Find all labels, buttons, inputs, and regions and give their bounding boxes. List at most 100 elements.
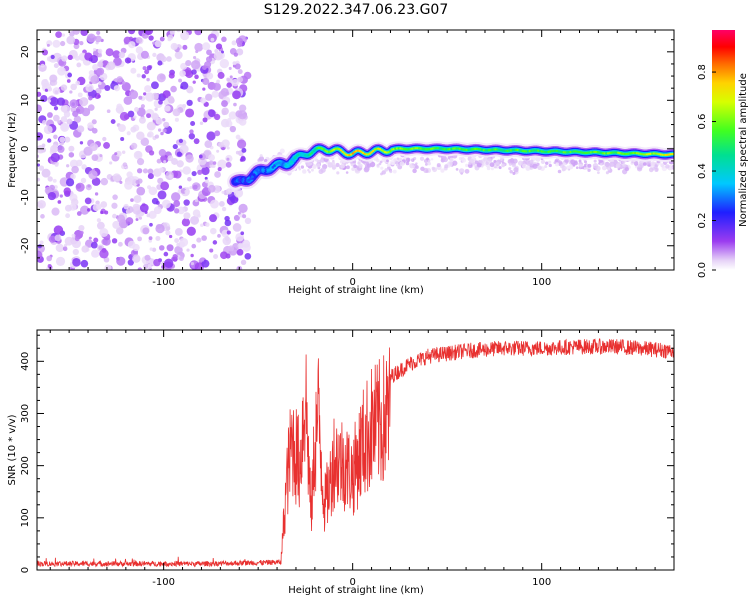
spectrogram-speckle <box>517 160 524 166</box>
spectrogram-noise-blob <box>128 175 135 181</box>
spectrogram-noise-blob <box>225 188 233 195</box>
spectrogram-noise-blob <box>100 210 104 215</box>
spectrogram-noise-blob <box>236 48 244 56</box>
colorbar-tick-label: 0.6 <box>697 114 708 130</box>
spectrogram-speckle <box>316 163 321 168</box>
spectrogram-noise-blob <box>216 149 220 153</box>
spectrogram-speckle <box>430 158 434 161</box>
spectrogram-noise-blob <box>37 177 41 182</box>
spectrogram-noise-blob <box>155 117 163 125</box>
spectrogram-noise-blob <box>96 218 101 223</box>
spectrogram-noise-blob <box>161 265 165 269</box>
spectrogram-speckle <box>345 171 349 174</box>
spectrogram-noise-blob <box>218 200 225 207</box>
spectrogram-speckle <box>399 161 405 167</box>
spectrogram-noise-blob <box>135 179 140 185</box>
spectrogram-noise-blob <box>59 194 63 198</box>
spectrogram-noise-blob <box>167 95 175 103</box>
spectrogram-noise-blob <box>99 228 109 237</box>
spectrogram-noise-blob <box>97 53 103 58</box>
spectrogram-noise-blob <box>75 159 83 167</box>
spectrogram-noise-blob <box>204 176 208 180</box>
spectrogram-speckle <box>604 161 610 167</box>
spectrogram-noise-blob <box>174 117 179 122</box>
spectrogram-noise-blob <box>90 75 100 85</box>
spectrogram-speckle <box>431 166 435 170</box>
spectrogram-noise-blob <box>171 158 178 165</box>
spectrogram-ridge <box>351 152 355 155</box>
spectrogram-noise-blob <box>84 52 93 61</box>
spectrogram-xlabel: Height of straight line (km) <box>288 285 424 296</box>
spectrogram-noise-blob <box>127 30 136 35</box>
spectrogram-noise-blob <box>91 154 99 161</box>
spectrogram-speckle <box>442 156 448 163</box>
spectrogram-noise-blob <box>211 90 219 98</box>
spectrogram-noise-blob <box>122 162 128 167</box>
spectrogram-noise-blob <box>143 264 149 270</box>
spectrogram-noise-blob <box>214 171 221 178</box>
spectrogram-noise-blob <box>59 136 66 143</box>
spectrogram-noise-blob <box>206 131 216 141</box>
spectrogram-noise-blob <box>56 119 61 124</box>
spectrogram-noise-blob <box>75 182 85 192</box>
spectrogram-ridge <box>251 175 254 179</box>
spectrogram-noise-blob <box>228 66 232 70</box>
spectrogram-noise-blob <box>136 186 146 196</box>
spectrogram-noise-blob <box>146 65 152 71</box>
spectrogram-speckle <box>593 159 597 163</box>
spectrogram-noise-blob <box>66 118 73 125</box>
spectrogram-speckle <box>545 161 549 165</box>
spectrogram-noise-blob <box>103 256 110 263</box>
spectrogram-noise-blob <box>158 167 164 173</box>
spectrogram-noise-blob <box>53 134 58 140</box>
spectrogram-noise-blob <box>158 149 167 157</box>
spectrogram-speckle <box>587 163 592 168</box>
spectrogram-ridge <box>414 147 417 150</box>
spectrogram-noise-blob <box>119 180 123 184</box>
spectrogram-speckle <box>469 158 474 163</box>
spectrogram-noise-blob <box>221 100 228 107</box>
spectrogram-noise-blob <box>206 72 214 80</box>
spectrogram-speckle <box>605 171 609 175</box>
spectrogram-noise-blob <box>235 134 241 140</box>
spectrogram-noise-blob <box>196 237 202 243</box>
spectrogram-noise-blob <box>170 85 177 93</box>
spectrogram-speckle <box>365 166 370 172</box>
spectrogram-noise-blob <box>81 245 89 253</box>
spectrogram-noise-blob <box>181 218 191 227</box>
spectrogram-ridge <box>370 151 373 154</box>
spectrogram-noise-blob <box>64 136 71 143</box>
spectrogram-speckle <box>596 171 600 175</box>
spectrogram-speckle <box>346 165 350 170</box>
spectrogram-noise-blob <box>68 152 75 158</box>
spectrogram-speckle <box>624 167 629 172</box>
spectrogram-noise-blob <box>135 46 144 54</box>
spectrogram-noise-blob <box>160 154 169 164</box>
spectrogram-noise-blob <box>222 236 232 246</box>
spectrogram-noise-blob <box>70 173 76 180</box>
spectrogram-speckle <box>585 166 589 170</box>
spectrogram-noise-blob <box>192 80 196 84</box>
spectrogram-noise-blob <box>88 70 95 76</box>
spectrogram-noise-blob <box>233 188 244 198</box>
snr-xtick-label: 100 <box>532 577 551 588</box>
spectrogram-noise-blob <box>177 206 185 215</box>
colorbar-tick-label: 0.2 <box>697 213 708 229</box>
spectrogram-speckle <box>410 159 414 162</box>
spectrogram-speckle <box>621 163 626 168</box>
spectrogram-noise-blob <box>171 192 181 202</box>
spectrogram-noise-blob <box>144 254 151 261</box>
spectrogram-noise-blob <box>81 107 91 117</box>
spectrogram-noise-blob <box>61 33 66 37</box>
spectrogram-ylabel: Frequency (Hz) <box>7 112 18 188</box>
spectrogram-ridge <box>406 148 409 151</box>
spectrogram-ridge <box>623 152 627 156</box>
spectrogram-noise-blob <box>77 92 83 98</box>
spectrogram-ridge <box>252 173 256 177</box>
spectrogram-ridge <box>572 150 576 153</box>
spectrogram-noise-blob <box>67 72 73 78</box>
spectrogram-noise-blob <box>116 103 123 110</box>
spectrogram-noise-blob <box>132 203 141 211</box>
spectrogram-noise-blob <box>210 199 219 209</box>
spectrogram-noise-blob <box>52 87 61 95</box>
